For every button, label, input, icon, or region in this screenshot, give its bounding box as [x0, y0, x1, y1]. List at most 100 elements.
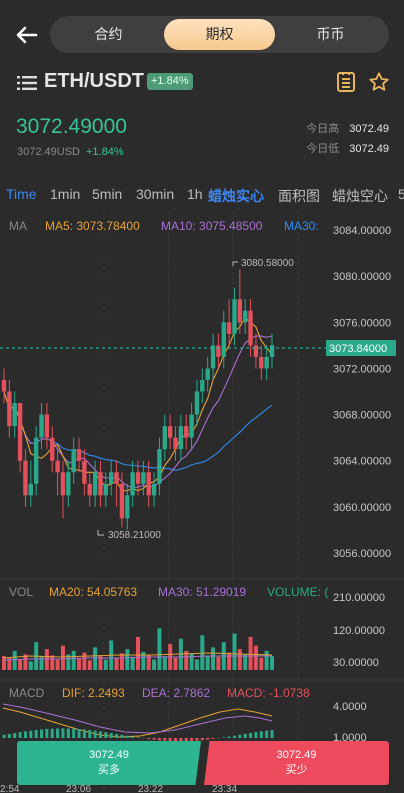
candle-body: [114, 472, 119, 484]
macd-bar: [238, 734, 242, 738]
volume-bars: [2, 628, 274, 670]
favorite-star-icon[interactable]: [368, 71, 390, 98]
volume-bar: [60, 645, 65, 670]
volume-bar: [82, 652, 87, 670]
tab-spot[interactable]: 币币: [316, 26, 345, 42]
interval-1min[interactable]: 1min: [50, 186, 81, 202]
macd-bar: [66, 728, 70, 738]
interval-tabs: Time 1min 5min 30min 1h 蜡烛实心 面积图 蜡烛空心 5: [0, 186, 404, 208]
volume-bar: [216, 656, 221, 670]
buy-long-button[interactable]: 3072.49 买多: [17, 741, 201, 785]
ma30-line-path: [3, 391, 273, 471]
volume-bar: [98, 656, 103, 670]
volume-bar: [173, 657, 178, 670]
volume-bar: [152, 659, 157, 670]
vol-y-tick: 30.00000: [333, 657, 379, 669]
y-axis-tick: 3068.00000: [333, 410, 391, 422]
vol-ma30-legend: MA30: 51.29019: [158, 585, 246, 599]
candle-body: [50, 437, 55, 461]
kline-chart[interactable]: MA MA5: 3073.78400 MA10: 3075.48500 MA30…: [0, 210, 404, 793]
max-marker: 3080.58000: [232, 258, 294, 269]
macd-bar: [115, 733, 119, 738]
macd-histogram: [2, 728, 274, 742]
candle-body: [39, 414, 44, 438]
candle-body: [17, 403, 23, 461]
x-axis-label: 23:22: [138, 784, 163, 793]
candle-body: [226, 322, 232, 334]
tab-contract[interactable]: 合约: [94, 26, 123, 42]
min-marker: 3058.21000: [97, 530, 161, 541]
volume-bar: [50, 655, 55, 670]
macd-bar: [56, 728, 60, 738]
macd-y-tick: 4.0000: [333, 701, 367, 713]
candle-body: [237, 299, 243, 323]
candle-body: [130, 472, 135, 496]
candle-body: [125, 495, 130, 519]
pair-name[interactable]: ETH/USDT: [44, 70, 144, 92]
macd-bar: [82, 729, 86, 738]
macd-bar: [40, 729, 44, 738]
macd-bar: [72, 728, 76, 738]
interval-time[interactable]: Time: [6, 186, 37, 202]
interval-1h[interactable]: 1h: [187, 186, 203, 202]
candle-body: [141, 472, 146, 484]
y-axis-tick: 3060.00000: [333, 502, 391, 514]
y-axis-tick: 3064.00000: [333, 456, 391, 468]
tab-options[interactable]: 期权: [164, 19, 275, 50]
macd-bar: [34, 729, 38, 738]
high-low-box: 今日高 3072.49 今日低 3072.49: [306, 119, 389, 159]
candle-body: [55, 460, 60, 473]
ma-legend-label: MA: [9, 219, 27, 233]
x-axis-label: 23:06: [66, 784, 91, 793]
y-axis-tick: 3056.00000: [333, 548, 391, 560]
macd-bar: [61, 728, 65, 738]
chart-style-solid-candle[interactable]: 蜡烛实心: [208, 188, 264, 204]
candle-body: [216, 345, 221, 357]
macd-bar: [222, 737, 226, 738]
chart-style-hollow-candle[interactable]: 蜡烛空心: [332, 188, 388, 204]
volume-legend: VOLUME: (: [267, 585, 328, 599]
vol-ma20-legend: MA20: 54.05763: [49, 585, 137, 599]
buy-label: 买多: [98, 764, 120, 776]
x-axis-label: 23:34: [212, 784, 237, 793]
volume-bar: [23, 654, 28, 670]
interval-more[interactable]: 5: [398, 186, 404, 202]
volume-bar: [114, 657, 119, 670]
candle-body: [23, 460, 28, 496]
macd-dif-legend: DIF: 2.2493: [62, 686, 125, 700]
volume-bar: [55, 659, 60, 670]
candle-body: [173, 437, 178, 450]
macd-legend-label: MACD: [9, 686, 45, 700]
menu-list-icon[interactable]: [17, 75, 37, 96]
ma30-legend: MA30:: [284, 219, 319, 233]
candle-body: [210, 345, 216, 369]
macd-dea-legend: DEA: 2.7862: [142, 686, 210, 700]
volume-bar: [77, 657, 82, 670]
last-price: 3072.49000: [16, 115, 127, 138]
candle-body: [1, 379, 7, 392]
macd-bar: [13, 732, 17, 738]
volume-bar: [125, 649, 130, 670]
macd-bar: [7, 733, 11, 738]
macd-bar: [131, 736, 135, 738]
macd-bar: [200, 738, 204, 741]
volume-bar: [162, 656, 167, 670]
candle-body: [259, 356, 264, 369]
volume-bar: [87, 660, 92, 670]
candlesticks: [1, 269, 275, 530]
buy-short-button[interactable]: 3072.49 买少: [204, 741, 389, 785]
interval-30min[interactable]: 30min: [136, 186, 175, 202]
interval-5min[interactable]: 5min: [92, 186, 123, 202]
macd-bar: [179, 738, 183, 742]
volume-bar: [157, 628, 162, 670]
market-type-switch: 合约 期权 币币: [50, 16, 389, 53]
volume-bar: [18, 659, 23, 670]
candle-body: [135, 472, 141, 484]
chart-style-area[interactable]: 面积图: [278, 188, 320, 204]
low-label: 今日低: [306, 143, 340, 155]
candle-body: [200, 379, 205, 392]
back-arrow-icon[interactable]: [14, 22, 40, 48]
volume-bar: [227, 652, 232, 670]
candle-body: [44, 414, 50, 438]
order-book-icon[interactable]: [336, 71, 356, 98]
